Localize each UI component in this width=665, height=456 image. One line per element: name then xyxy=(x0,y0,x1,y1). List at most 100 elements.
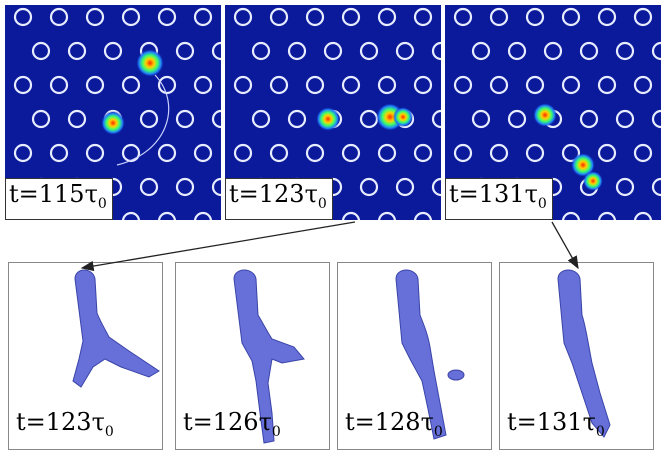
obstacle-ring xyxy=(543,41,563,61)
obstacle-ring xyxy=(121,7,141,27)
obstacle-ring xyxy=(579,109,599,129)
intensity-spot xyxy=(393,107,413,127)
obstacle-ring xyxy=(49,7,69,27)
obstacle-ring xyxy=(341,211,361,220)
isosurface-panel-1: t=123τ0 xyxy=(8,262,163,450)
obstacle-ring xyxy=(395,41,415,61)
obstacle-ring xyxy=(269,75,289,95)
obstacle-ring xyxy=(85,7,105,27)
isosurface-panel-4: t=131τ0 xyxy=(499,262,654,450)
obstacle-ring xyxy=(175,41,195,61)
obstacle-ring xyxy=(341,7,361,27)
lattice-panel-2: t=123τ0 xyxy=(225,5,441,220)
obstacle-ring xyxy=(157,211,177,220)
obstacle-ring xyxy=(561,211,581,220)
obstacle-ring xyxy=(211,109,221,129)
trajectory-arc xyxy=(116,74,170,166)
obstacle-ring xyxy=(471,109,491,129)
obstacle-ring xyxy=(139,177,159,197)
obstacle-ring xyxy=(85,143,105,163)
obstacle-ring xyxy=(193,211,213,220)
time-label-bottom-1: t=123τ0 xyxy=(16,408,114,440)
obstacle-ring xyxy=(341,75,361,95)
obstacle-ring xyxy=(157,143,177,163)
obstacle-ring xyxy=(633,75,653,95)
obstacle-ring xyxy=(359,109,379,129)
obstacle-ring xyxy=(597,7,617,27)
obstacle-ring xyxy=(193,143,213,163)
obstacle-ring xyxy=(121,75,141,95)
obstacle-ring xyxy=(431,41,441,61)
obstacle-ring xyxy=(651,41,661,61)
obstacle-ring xyxy=(287,41,307,61)
obstacle-ring xyxy=(597,75,617,95)
obstacle-ring xyxy=(193,75,213,95)
obstacle-ring xyxy=(525,75,545,95)
obstacle-ring xyxy=(269,7,289,27)
obstacle-ring xyxy=(633,211,653,220)
obstacle-ring xyxy=(377,75,397,95)
obstacle-ring xyxy=(211,177,221,197)
obstacle-ring xyxy=(305,7,325,27)
obstacle-ring xyxy=(453,7,473,27)
obstacle-ring xyxy=(157,7,177,27)
obstacle-ring xyxy=(489,143,509,163)
obstacle-ring xyxy=(413,211,433,220)
obstacle-ring xyxy=(395,177,415,197)
obstacle-ring xyxy=(377,143,397,163)
obstacle-ring xyxy=(233,7,253,27)
obstacle-ring xyxy=(561,143,581,163)
obstacle-ring xyxy=(251,41,271,61)
obstacle-ring xyxy=(579,41,599,61)
obstacle-ring xyxy=(121,211,141,220)
obstacle-ring xyxy=(49,143,69,163)
obstacle-ring xyxy=(413,75,433,95)
isosurface-panel-2: t=126τ0 xyxy=(175,262,330,450)
lattice-panel-3: t=131τ0 xyxy=(445,5,661,220)
obstacle-ring xyxy=(525,143,545,163)
isosurface-shape-2 xyxy=(233,269,305,444)
intensity-spot xyxy=(533,103,557,127)
obstacle-ring xyxy=(121,143,141,163)
obstacle-ring xyxy=(85,75,105,95)
obstacle-ring xyxy=(633,7,653,27)
time-label-top-3: t=131τ0 xyxy=(445,178,553,220)
obstacle-ring xyxy=(633,143,653,163)
obstacle-ring xyxy=(31,41,51,61)
obstacle-ring xyxy=(175,177,195,197)
intensity-spot xyxy=(316,107,340,131)
time-label-bottom-2: t=126τ0 xyxy=(183,408,281,440)
time-label-top-2: t=123τ0 xyxy=(225,178,333,220)
obstacle-ring xyxy=(359,177,379,197)
obstacle-ring xyxy=(103,41,123,61)
isosurface-panel-3: t=128τ0 xyxy=(337,262,492,450)
obstacle-ring xyxy=(233,143,253,163)
obstacle-ring xyxy=(323,41,343,61)
obstacle-ring xyxy=(251,109,271,129)
obstacle-ring xyxy=(67,109,87,129)
obstacle-ring xyxy=(359,41,379,61)
obstacle-ring xyxy=(471,41,491,61)
obstacle-ring xyxy=(525,7,545,27)
obstacle-ring xyxy=(489,75,509,95)
intensity-spot xyxy=(136,49,164,77)
obstacle-ring xyxy=(269,143,289,163)
isosurface-shape-4 xyxy=(557,269,611,438)
obstacle-ring xyxy=(651,177,661,197)
obstacle-ring xyxy=(341,143,361,163)
obstacle-ring xyxy=(489,7,509,27)
obstacle-ring xyxy=(139,109,159,129)
obstacle-ring xyxy=(597,143,617,163)
obstacle-ring xyxy=(193,7,213,27)
obstacle-ring xyxy=(377,7,397,27)
time-label-top-1: t=115τ0 xyxy=(5,178,113,220)
isosurface-shape-3 xyxy=(395,269,465,440)
obstacle-ring xyxy=(211,41,221,61)
obstacle-ring xyxy=(287,109,307,129)
obstacle-ring xyxy=(615,109,635,129)
obstacle-ring xyxy=(651,109,661,129)
obstacle-ring xyxy=(453,75,473,95)
intensity-spot xyxy=(583,171,603,191)
obstacle-ring xyxy=(49,75,69,95)
obstacle-ring xyxy=(453,143,473,163)
